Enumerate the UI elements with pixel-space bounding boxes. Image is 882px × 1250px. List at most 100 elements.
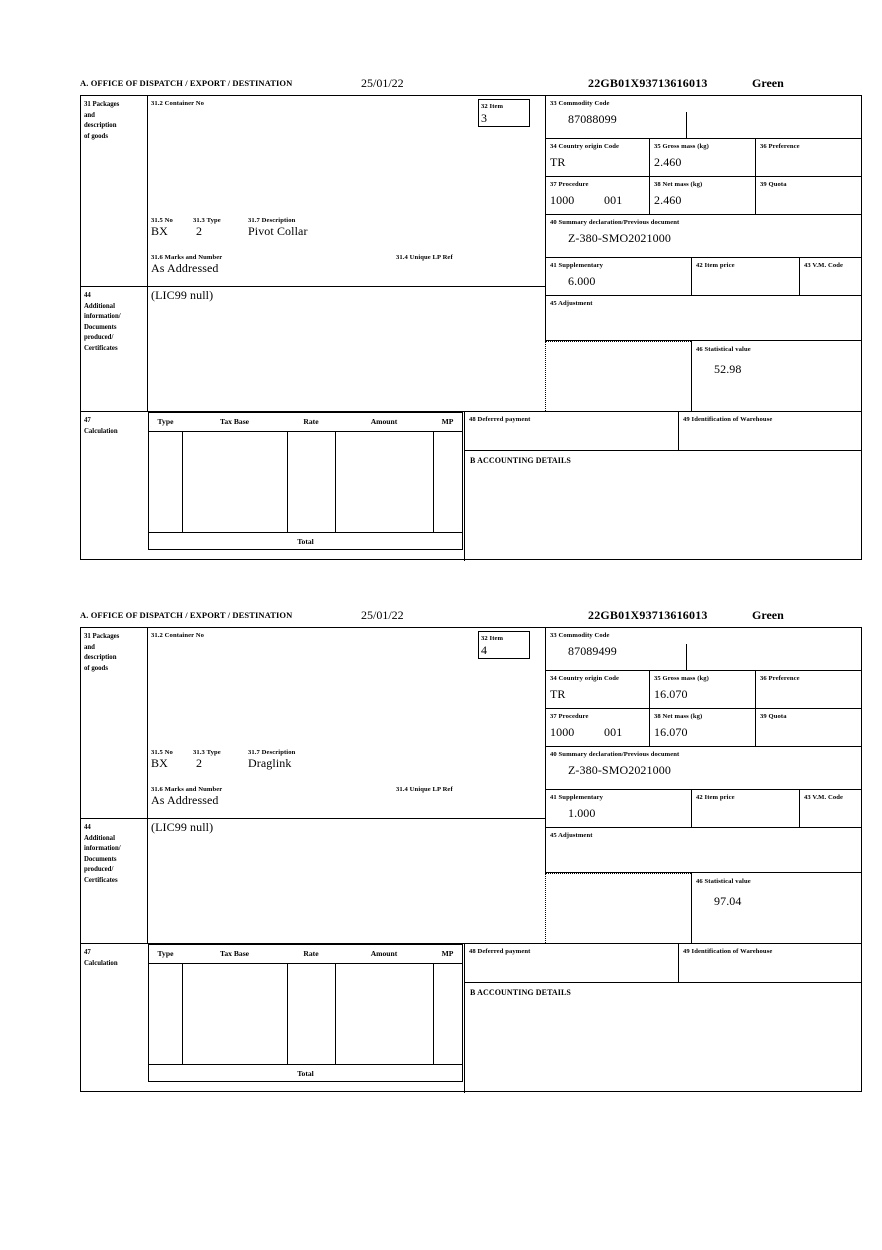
box-37-procedure: 37 Procedure 1000 001 <box>545 709 649 747</box>
box-42-label: 42 Item price <box>696 794 735 801</box>
calc-cell-tax-base <box>182 964 288 1064</box>
calculation-total-label: Total <box>297 537 314 546</box>
box-47-stub: 47 Calculation <box>81 411 147 561</box>
routing-lane: Green <box>752 608 784 622</box>
box-34-label: 34 Country origin Code <box>550 143 620 150</box>
box-44-stub: 44 Additional information/Documents produce… <box>81 286 147 411</box>
box-31-3-value: 2 <box>196 756 203 770</box>
box-37-value-b: 001 <box>604 193 623 207</box>
box-32-item: 32 Item 3 <box>478 99 530 127</box>
form-grid: 31 Packages and description of goods 31.2 C… <box>80 627 862 1093</box>
box-37-label: 37 Procedure <box>550 181 589 188</box>
box-38-label: 38 Net mass (kg) <box>654 713 703 720</box>
box-35-gross-mass: 35 Gross mass (kg) 2.460 <box>649 139 755 177</box>
box-39-quota: 39 Quota <box>755 177 861 215</box>
form-header: A. OFFICE OF DISPATCH / EXPORT / DESTINA… <box>80 76 862 95</box>
box-43-label: 43 V.M. Code <box>804 794 844 801</box>
box-32-label: 32 Item <box>481 103 504 110</box>
box-37-label: 37 Procedure <box>550 713 589 720</box>
calc-cell-mp <box>433 432 462 532</box>
box-49-warehouse-identification: 49 Identification of Warehouse <box>678 411 861 451</box>
box-47-top-rule <box>147 943 861 944</box>
box-40-value: Z-380-SMO2021000 <box>568 763 671 777</box>
box-35-label: 35 Gross mass (kg) <box>654 675 709 682</box>
box-47-stub-label: 47 Calculation <box>84 417 118 435</box>
box-31-5-label: 31.5 No <box>151 217 173 224</box>
box-33-commodity-code: 33 Commodity Code 87088099 <box>545 96 861 139</box>
calc-cell-rate <box>287 432 336 532</box>
box-38-net-mass: 38 Net mass (kg) 2.460 <box>649 177 755 215</box>
calc-cell-amount <box>335 432 434 532</box>
box-33-value: 87089499 <box>568 644 617 658</box>
box-41-label: 41 Supplementary <box>550 794 604 801</box>
box-33-commodity-code: 33 Commodity Code 87089499 <box>545 628 861 671</box>
box-31-7-label: 31.7 Description <box>248 749 296 756</box>
calc-col-rate: Rate <box>303 417 319 426</box>
box-32-value: 4 <box>481 643 488 657</box>
box-31-2-label: 31.2 Container No <box>151 100 205 107</box>
box-47-stub: 47 Calculation <box>81 943 147 1093</box>
box-39-label: 39 Quota <box>760 181 787 188</box>
box-47-top-rule <box>147 411 861 412</box>
box-32-item: 32 Item 4 <box>478 631 530 659</box>
box-43-vm-code: 43 V.M. Code <box>799 258 861 296</box>
box-40-label: 40 Summary declaration/Previous document <box>550 751 680 758</box>
box-41-value: 6.000 <box>568 274 596 288</box>
box-45-46-dotted-left <box>545 873 546 943</box>
box-37-value-a: 1000 <box>550 193 575 207</box>
box-31-3-value: 2 <box>196 224 203 238</box>
box-40-value: Z-380-SMO2021000 <box>568 231 671 245</box>
box-46-statistical-value: 46 Statistical value 52.98 <box>691 341 861 411</box>
box-48-label: 48 Deferred payment <box>469 416 531 423</box>
box-31-6-label: 31.6 Marks and Number <box>151 786 223 793</box>
box-31-5-label: 31.5 No <box>151 749 173 756</box>
box-45-46-dotted-left <box>545 341 546 411</box>
mrn-number: 22GB01X93713616013 <box>588 608 708 622</box>
box-36-preference: 36 Preference <box>755 139 861 177</box>
calculation-table: Type Tax Base Rate Amount MP Total <box>148 944 463 1082</box>
box-40-label: 40 Summary declaration/Previous document <box>550 219 680 226</box>
box-b-label: B ACCOUNTING DETAILS <box>470 456 571 465</box>
box-44-stub: 44 Additional information/Documents produce… <box>81 818 147 943</box>
box-46-label: 46 Statistical value <box>696 878 751 885</box>
box-34-country-origin: 34 Country origin Code TR <box>545 139 649 177</box>
box-b-label: B ACCOUNTING DETAILS <box>470 988 571 997</box>
box-48-label: 48 Deferred payment <box>469 948 531 955</box>
box-33-value: 87088099 <box>568 112 617 126</box>
calc-cell-rate <box>287 964 336 1064</box>
calc-cell-tax-base <box>182 432 288 532</box>
box-39-quota: 39 Quota <box>755 709 861 747</box>
box-48-deferred-payment: 48 Deferred payment <box>464 411 678 451</box>
box-31-2-container: 31.2 Container No 31.5 No 31.3 Type 31.7… <box>147 628 475 818</box>
calc-cell-mp <box>433 964 462 1064</box>
mrn-number: 22GB01X93713616013 <box>588 76 708 90</box>
box-44-value: (LIC99 null) <box>151 288 214 302</box>
box-31-6-label: 31.6 Marks and Number <box>151 254 223 261</box>
box-32-label: 32 Item <box>481 635 504 642</box>
box-44-additional-information: (LIC99 null) <box>147 286 545 411</box>
office-of-dispatch-label: A. OFFICE OF DISPATCH / EXPORT / DESTINA… <box>80 78 293 88</box>
box-35-value: 16.070 <box>654 687 688 701</box>
box-31-stub: 31 Packages and description of goods <box>81 96 147 286</box>
box-42-item-price: 42 Item price <box>691 790 799 828</box>
box-39-label: 39 Quota <box>760 713 787 720</box>
box-38-label: 38 Net mass (kg) <box>654 181 703 188</box>
box-36-preference: 36 Preference <box>755 671 861 709</box>
box-44-stub-label: 44 Additional information/Documents produce… <box>84 292 121 352</box>
box-35-value: 2.460 <box>654 155 682 169</box>
box-47-stub-label: 47 Calculation <box>84 949 118 967</box>
box-45-46-dotted-top <box>545 341 691 342</box>
calculation-total-row: Total <box>149 1064 462 1081</box>
box-38-value: 2.460 <box>654 193 682 207</box>
box-41-supplementary: 41 Supplementary 6.000 <box>545 258 691 296</box>
box-35-label: 35 Gross mass (kg) <box>654 143 709 150</box>
declaration-date: 25/01/22 <box>361 608 404 622</box>
box-31-7-value: Pivot Collar <box>248 224 308 238</box>
box-36-label: 36 Preference <box>760 675 800 682</box>
routing-lane: Green <box>752 76 784 90</box>
calc-col-mp: MP <box>441 949 454 958</box>
box-31-7-value: Draglink <box>248 756 292 770</box>
customs-form-item-3: A. OFFICE OF DISPATCH / EXPORT / DESTINA… <box>80 76 862 561</box>
box-46-statistical-value: 46 Statistical value 97.04 <box>691 873 861 943</box>
commodity-code-divider-tick <box>686 644 687 670</box>
